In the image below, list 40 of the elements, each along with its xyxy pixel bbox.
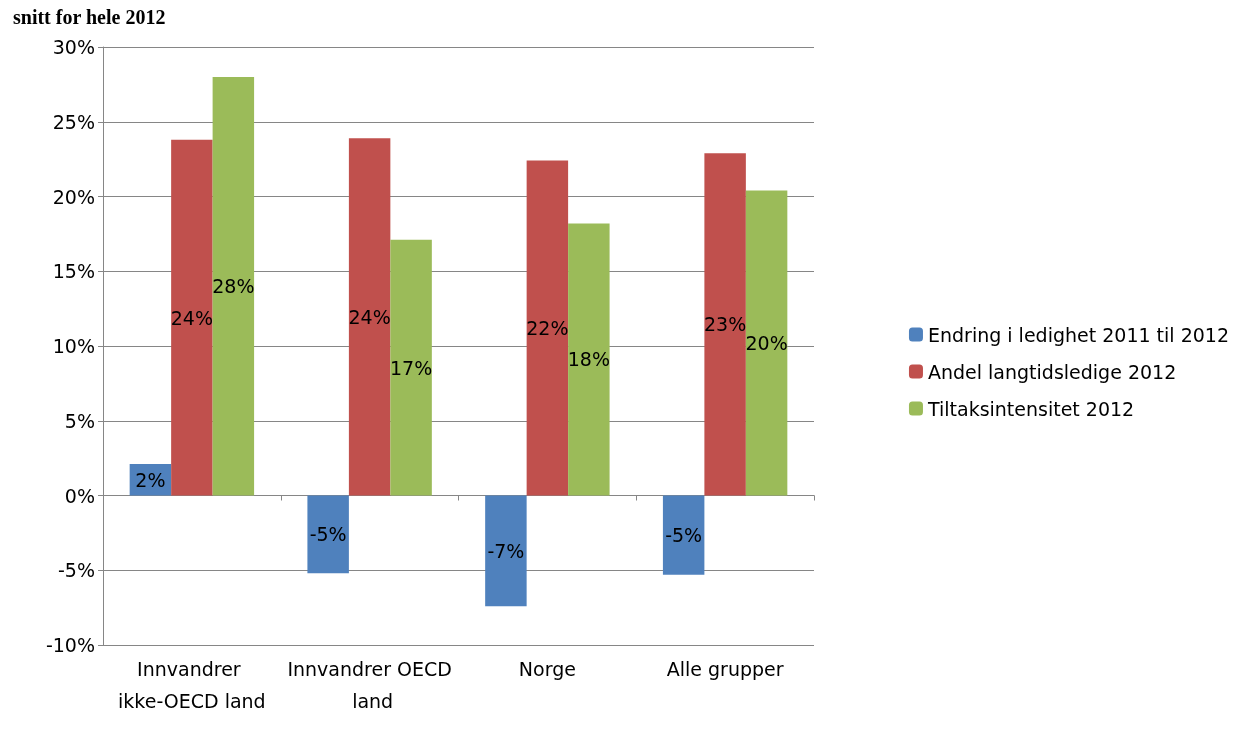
x-tick-label: Innvandrer OECD land <box>287 658 452 712</box>
bar <box>390 239 432 496</box>
bar <box>485 495 527 607</box>
data-label: 18% <box>567 348 610 371</box>
data-label: -7% <box>487 539 525 562</box>
legend-label: Andel langtidsledige 2012 <box>927 360 1177 383</box>
x-tick-label: Norge <box>518 658 576 680</box>
x-tick-label: Alle grupper <box>666 658 784 680</box>
y-tick-label: 20% <box>52 185 95 208</box>
bar <box>171 139 213 496</box>
x-tick-label: Innvandrer ikke-OECD land <box>118 658 266 712</box>
data-label: 20% <box>745 332 788 355</box>
bar <box>212 76 255 496</box>
y-tick-label: 0% <box>64 484 95 507</box>
data-label: 24% <box>170 306 213 329</box>
y-tick-label: 25% <box>52 110 95 133</box>
legend-label: Tiltaksintensitet 2012 <box>926 397 1135 420</box>
data-label: 2% <box>135 468 166 491</box>
data-label: -5% <box>665 524 703 547</box>
y-tick-label: 30% <box>52 36 95 58</box>
bar <box>662 495 705 575</box>
y-tick-label: -10% <box>45 634 95 656</box>
bar <box>704 153 746 496</box>
data-label: 24% <box>348 305 391 328</box>
y-tick-label: 5% <box>64 409 95 432</box>
chart-title: snitt for hele 2012 <box>13 6 166 28</box>
y-tick-label: 15% <box>52 260 95 283</box>
data-label: 28% <box>212 275 255 298</box>
bar <box>307 495 349 574</box>
bar <box>745 190 788 496</box>
data-label: 22% <box>526 317 569 340</box>
data-label: 17% <box>389 356 433 379</box>
bar <box>568 223 610 496</box>
bar <box>348 138 391 496</box>
y-tick-label: 10% <box>52 335 95 357</box>
bar <box>526 160 569 496</box>
y-tick-label: -5% <box>58 559 95 582</box>
legend-label: Endring i ledighet 2011 til 2012 <box>927 323 1230 346</box>
data-label: -5% <box>309 523 347 546</box>
data-label: 23% <box>704 313 747 336</box>
